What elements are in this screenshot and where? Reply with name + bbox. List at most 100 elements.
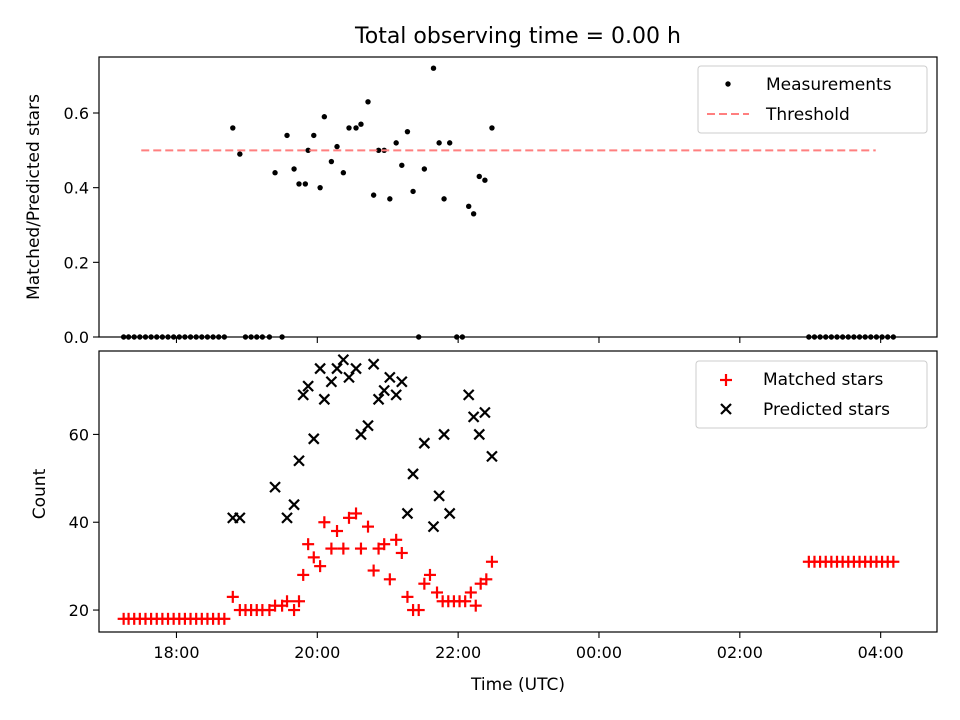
predicted-star-point	[462, 389, 475, 401]
top-axis-ticks: 0.0 0.2 0.4 0.6	[64, 104, 882, 347]
measurement-point	[466, 203, 472, 210]
matched-star-point	[354, 542, 367, 555]
measurement-point	[346, 125, 352, 131]
measurement-point	[317, 184, 323, 191]
top-y-axis-label: Matched/Predicted stars	[24, 94, 44, 300]
predicted-star-point	[433, 490, 445, 502]
legend-predicted-label: Predicted stars	[763, 400, 890, 420]
bottom-legend: Matched stars Predicted stars	[695, 360, 928, 429]
matched-star-point	[401, 590, 414, 603]
predicted-star-point	[467, 411, 480, 423]
predicted-star-point	[314, 362, 326, 375]
matched-star-point	[281, 595, 294, 608]
matched-star-point	[480, 573, 493, 586]
predicted-star-point	[293, 454, 305, 467]
predicted-star-point	[418, 437, 431, 449]
legend-matched-label: Matched stars	[763, 370, 883, 390]
predicted-star-point	[302, 380, 314, 392]
measurement-point	[305, 147, 311, 154]
bottom-legend-box	[695, 360, 928, 429]
measurement-point	[476, 173, 482, 180]
predicted-star-point	[350, 362, 362, 375]
predicted-star-point	[331, 362, 343, 375]
measurement-point	[410, 188, 416, 195]
measurement-point	[375, 147, 382, 154]
predicted-star-point	[390, 389, 402, 401]
matched-star-point	[469, 599, 482, 612]
measurement-point	[399, 162, 405, 168]
measurement-point	[387, 196, 393, 202]
measurement-point	[296, 181, 302, 187]
matched-star-point	[395, 546, 408, 559]
top-y-tick-label: 0.2	[64, 253, 89, 272]
measurement-point	[272, 170, 278, 176]
matched-star-point	[325, 542, 338, 555]
matched-star-point	[367, 564, 380, 577]
matched-star-point	[378, 538, 391, 551]
predicted-star-point	[427, 520, 440, 533]
matched-star-point	[297, 568, 310, 581]
x-tick-label: 04:00	[858, 643, 904, 662]
predicted-star-point	[269, 481, 281, 493]
matched-star-point	[288, 604, 301, 617]
predicted-star-point	[378, 384, 390, 397]
measurement-point	[284, 132, 290, 139]
matched-star-point	[292, 595, 305, 608]
measurement-point	[291, 166, 297, 172]
predicted-star-point	[479, 406, 491, 419]
matched-star-point	[307, 551, 320, 564]
matched-star-point	[331, 525, 344, 538]
matched-star-point	[459, 595, 472, 608]
matched-star-point	[218, 612, 231, 625]
x-tick-label: 00:00	[576, 643, 622, 662]
matched-star-point	[383, 573, 396, 586]
measurement-point	[340, 170, 347, 176]
predicted-star-point	[486, 450, 498, 463]
measurement-point	[353, 125, 359, 131]
measurement-point	[365, 99, 371, 105]
matched-star-point	[302, 538, 315, 551]
legend-threshold-label: Threshold	[765, 105, 850, 125]
measurement-point	[470, 211, 477, 217]
bottom-y-tick-label: 60	[69, 425, 89, 444]
bottom-plot-marks	[117, 354, 900, 625]
predicted-star-point	[372, 393, 385, 406]
bottom-y-axis-label: Count	[30, 468, 50, 519]
measurement-point	[436, 140, 442, 146]
matched-star-point	[350, 507, 363, 520]
top-panel: 0.0 0.2 0.4 0.6 Matched/Predicted stars Mea…	[24, 56, 938, 347]
measurement-point	[328, 158, 335, 165]
measurement-point	[358, 121, 364, 127]
predicted-star-point	[343, 371, 355, 384]
predicted-star-point	[318, 393, 331, 406]
x-axis-label: Time (UTC)	[470, 675, 565, 695]
legend-matched-swatch	[720, 374, 732, 386]
matched-star-point	[464, 586, 477, 599]
predicted-star-point	[308, 433, 320, 445]
predicted-star-point	[337, 354, 350, 366]
matched-star-point	[314, 560, 327, 573]
x-tick-label: 22:00	[435, 643, 481, 662]
measurement-point	[302, 181, 309, 187]
predicted-star-point	[288, 498, 300, 511]
matched-star-point	[485, 555, 498, 568]
matched-star-point	[318, 516, 331, 529]
bottom-panel: 20 40 60 18:00 20:00 22:00 00:00 02:00 04:00 Cou…	[30, 350, 938, 695]
x-tick-label: 02:00	[717, 643, 763, 662]
measurement-point	[230, 125, 236, 131]
predicted-star-point	[325, 375, 338, 388]
matched-star-point	[418, 577, 431, 590]
bottom-y-tick-label: 20	[69, 601, 89, 620]
predicted-star-point	[297, 389, 309, 401]
measurement-point	[404, 128, 411, 135]
predicted-star-point	[473, 428, 486, 441]
matched-star-point	[431, 586, 444, 599]
top-y-tick-label: 0.0	[64, 328, 89, 347]
x-tick-label: 20:00	[294, 643, 340, 662]
predicted-star-point	[362, 419, 374, 432]
top-y-tick-label: 0.6	[64, 104, 89, 123]
chart-title: Total observing time = 0.00 h	[354, 24, 681, 49]
measurement-point	[311, 132, 317, 139]
measurement-point	[334, 143, 340, 150]
